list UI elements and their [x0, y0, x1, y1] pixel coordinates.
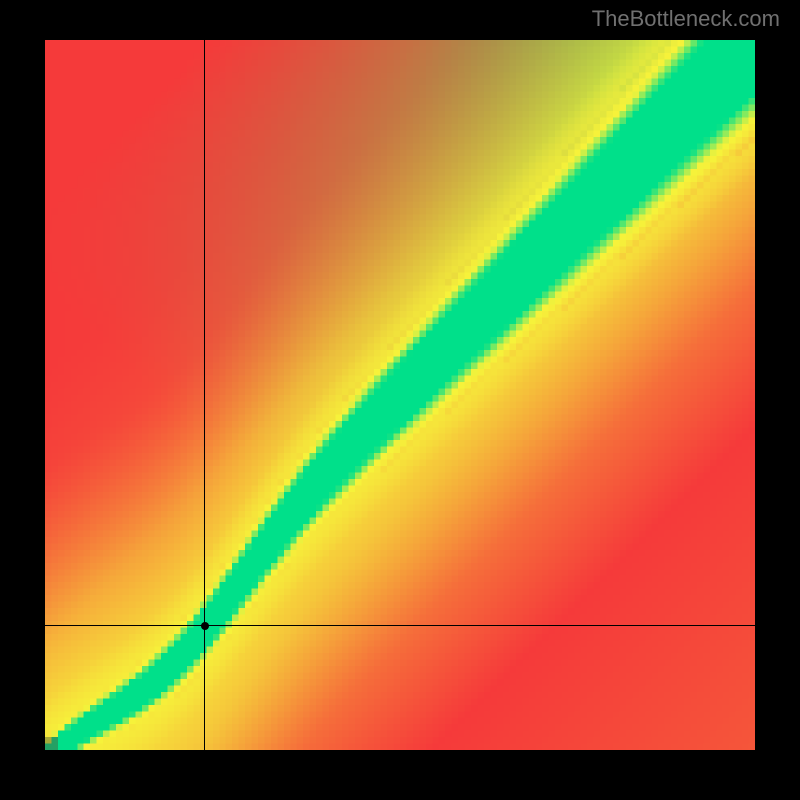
crosshair-marker: [201, 622, 209, 630]
crosshair-vertical: [204, 40, 205, 750]
heatmap-canvas: [45, 40, 755, 750]
chart-container: TheBottleneck.com: [0, 0, 800, 800]
crosshair-horizontal: [45, 625, 755, 626]
plot-area: [45, 40, 755, 750]
watermark-text: TheBottleneck.com: [592, 6, 780, 32]
